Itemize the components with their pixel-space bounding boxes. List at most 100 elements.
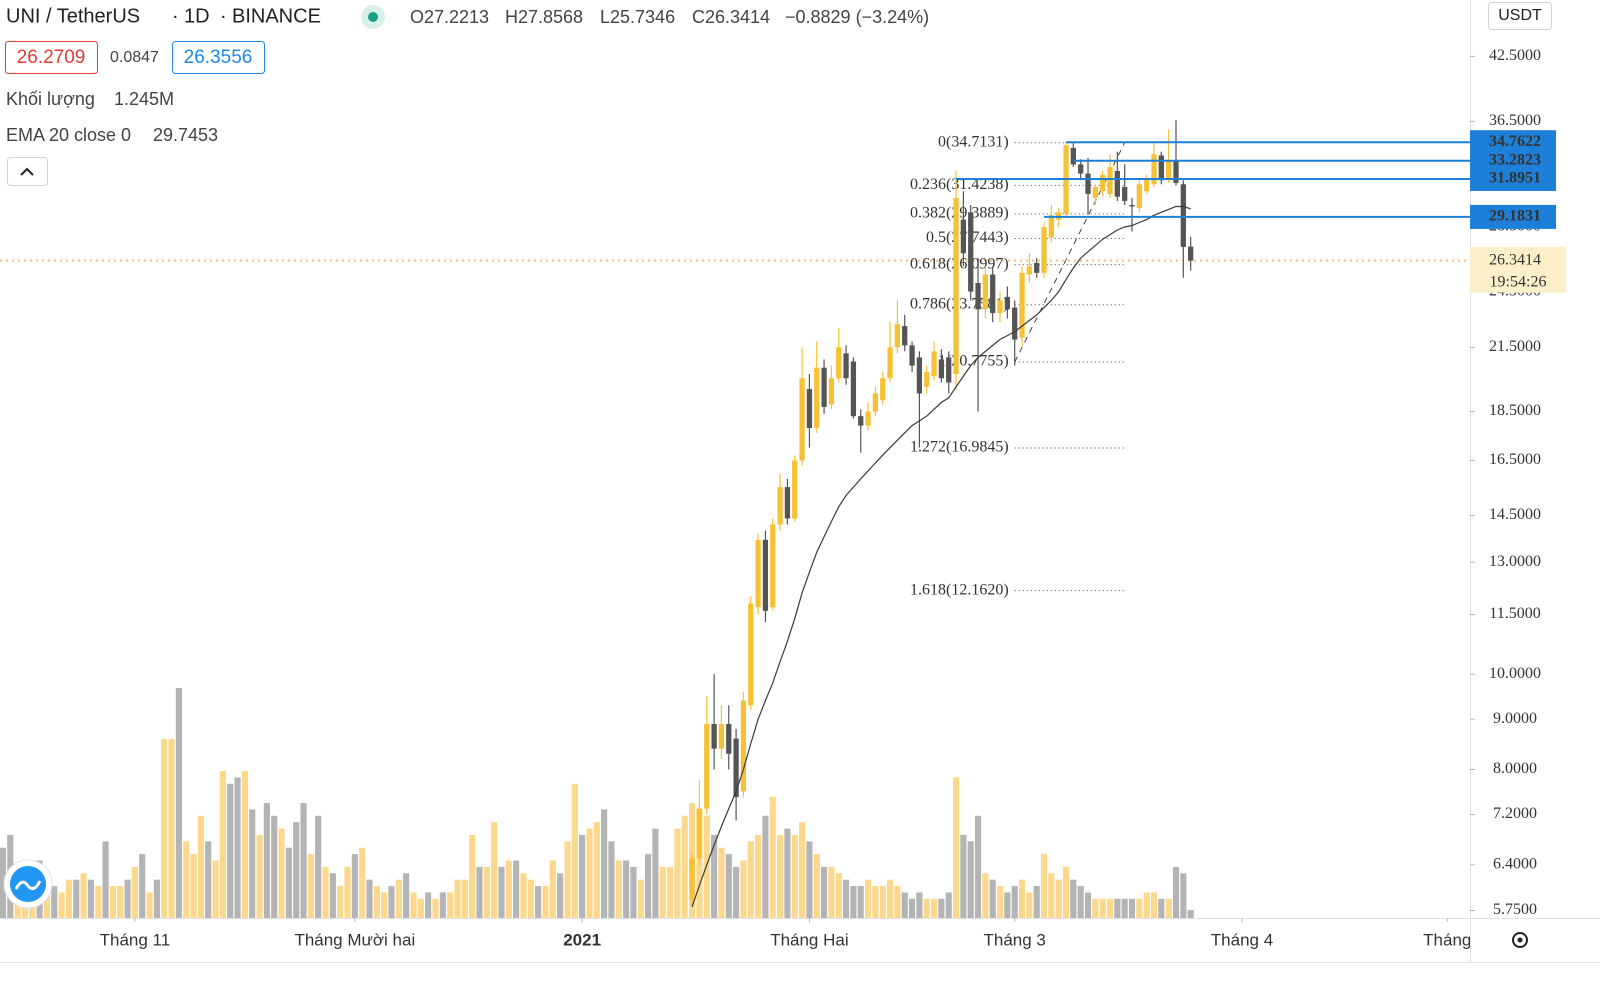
interval[interactable]: 1D [184,5,210,27]
candle-body [718,723,725,749]
volume-bar [1136,898,1143,918]
currency-box[interactable] [1488,2,1552,30]
volume-bar [762,815,769,918]
volume-bar [652,828,659,918]
volume-bar [359,847,366,918]
last-price-label: 26.3414 [1489,251,1541,268]
ema-value: 29.7453 [153,125,218,145]
candle-body [748,603,754,706]
volume-bar [87,879,94,918]
last-price-box [1470,246,1566,293]
volume-bar [51,886,58,918]
candle-body [755,539,761,608]
candle-body [821,367,827,407]
exchange: BINANCE [232,5,321,27]
candle-body [872,393,879,412]
volume-bar [857,886,864,918]
y-tick-label: 36.5000 [1489,112,1541,129]
gear-center [1517,937,1523,943]
volume-bar [249,809,256,918]
volume-bar [645,854,652,918]
candle-body [880,378,886,401]
volume-bar [278,828,285,918]
volume-bar [498,866,505,918]
volume-bar [894,886,901,918]
volume-bar [461,879,468,918]
volume-bar [974,815,982,918]
volume-bar [930,898,938,918]
candle-body [858,416,864,426]
volume-bar [718,847,725,918]
currency: USDT [1498,7,1542,24]
volume-bar [469,834,476,918]
price-axis: 42.500036.500028.500024.500021.500018.50… [1470,47,1566,918]
candle-body [1041,227,1047,273]
volume-bar [630,866,637,918]
volume-bar [65,879,72,918]
volume-bar [703,815,710,918]
volume-bar [175,688,182,918]
candle-body [1114,170,1120,197]
volume-bar [227,783,234,918]
volume-bar [601,809,608,918]
ask-box[interactable] [172,41,265,74]
volume-bar [996,886,1004,918]
volume-bar [960,834,967,918]
volume-bar [1165,898,1172,918]
price-line-label: 34.7622 [1489,133,1541,150]
low-label: L25.7346 [600,7,675,27]
volume-bar [410,892,417,918]
volume-bar [982,873,989,918]
volume-bar [564,841,571,918]
collapse-button[interactable] [7,157,48,186]
candle-body [843,353,849,379]
volume-bar [1114,898,1121,918]
volume-bar [813,854,820,918]
x-tick-label: Tháng 3 [984,930,1046,949]
volume-bar [791,834,798,918]
volume-bar [395,879,402,918]
volume-bar [1143,892,1150,918]
volume-bar [190,854,197,918]
candle-body [733,738,739,798]
candle-body [770,524,776,608]
volume-bar [557,873,564,918]
fib-label: 0.5(27.7443) [926,229,1009,246]
candle-body [902,326,908,346]
volume-bar [168,739,175,918]
volume-bar [711,834,718,918]
plot-area: 0(34.7131) 0.236(31.4238) 0.382(29.3889) 0.… [0,120,1470,918]
volume-bar [542,886,549,918]
volume-bar [109,886,116,918]
y-tick-label: 9.0000 [1493,710,1537,727]
candle-body [836,347,842,379]
candle-body [946,357,952,383]
volume-bar [403,873,410,918]
candle-body [887,347,893,379]
logo-wave [14,880,42,891]
y-tick-label: 14.5000 [1489,506,1541,523]
volume-bar [725,854,732,918]
candle-body [828,378,835,405]
fib-label: 0(34.7131) [938,133,1009,150]
volume-bar [241,771,248,918]
y-tick-label: 8.0000 [1493,760,1537,777]
volume-bar [571,783,578,918]
candle-body [1144,178,1150,192]
volume-bar [945,892,952,918]
volume-bar [535,886,542,918]
fib-trend-line [1014,142,1126,363]
volume-bar [1055,879,1062,918]
candle-body [784,487,791,519]
volume-bar [322,866,329,918]
symbol[interactable]: UNI / TetherUS [6,5,140,27]
volume-bar [769,796,776,918]
volume-bar [835,873,842,918]
candle-body [1004,296,1011,310]
volume-bar [1172,866,1180,918]
volume-bar [417,898,424,918]
volume-bar [476,866,483,918]
volume-bar [219,771,226,918]
settings-icon[interactable] [1512,932,1528,948]
bid-box[interactable] [5,41,98,74]
